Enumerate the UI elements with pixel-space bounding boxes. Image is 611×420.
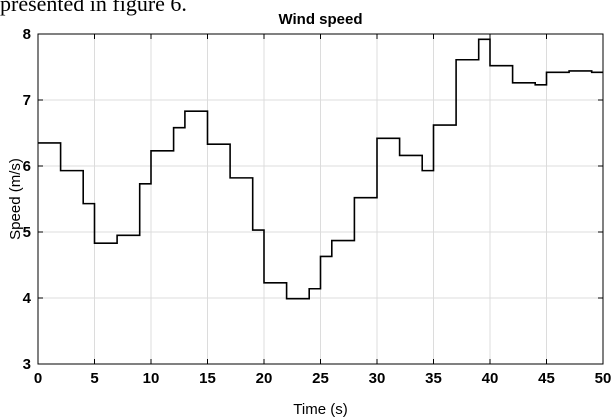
x-tick-label: 30 [369, 370, 386, 387]
x-tick-label: 50 [595, 370, 611, 387]
x-tick-label: 40 [482, 370, 499, 387]
x-tick-label: 45 [538, 370, 555, 387]
y-axis-title: Speed (m/s) [7, 158, 24, 240]
x-tick-label: 15 [199, 370, 216, 387]
x-tick-label: 5 [90, 370, 98, 387]
x-axis-title: Time (s) [293, 401, 347, 418]
y-tick-label: 7 [23, 92, 31, 109]
x-tick-label: 35 [425, 370, 442, 387]
x-tick-label: 10 [143, 370, 160, 387]
y-tick-label: 3 [23, 356, 31, 373]
x-tick-label: 20 [256, 370, 273, 387]
y-tick-labels: 3 4 5 6 7 8 [23, 26, 32, 373]
x-tick-label: 0 [34, 370, 42, 387]
x-tick-labels: 0 5 10 15 20 25 30 35 40 45 50 [34, 370, 611, 387]
y-tick-label: 6 [23, 158, 31, 175]
ticks [37, 33, 604, 365]
y-tick-label: 5 [23, 224, 31, 241]
figure-caption: presented in figure 6. [0, 0, 187, 16]
series-wind-speed-line [38, 38, 603, 300]
x-tick-label: 25 [312, 370, 329, 387]
y-tick-label: 4 [23, 290, 32, 307]
y-tick-label: 8 [23, 26, 31, 43]
chart-title: Wind speed [278, 11, 362, 28]
